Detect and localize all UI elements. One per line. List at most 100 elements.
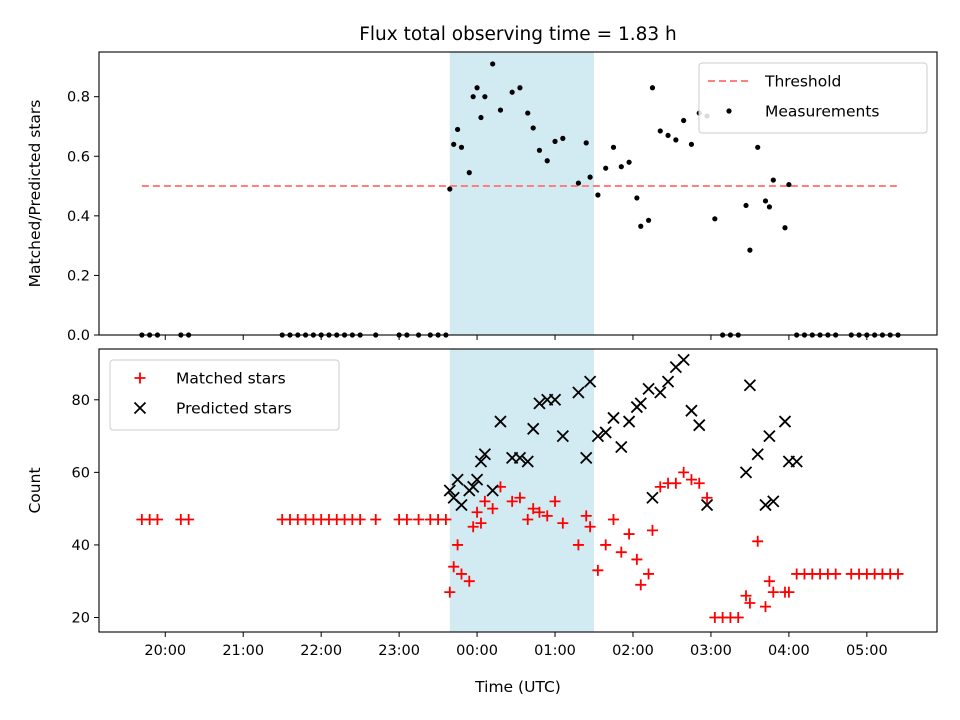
- chart-title: Flux total observing time = 1.83 h: [359, 24, 677, 45]
- count-point: [471, 506, 483, 518]
- count-point: [701, 492, 713, 504]
- ratio-point: [490, 61, 496, 67]
- ratio-point: [770, 177, 776, 183]
- count-point: [654, 386, 667, 399]
- ratio-point: [470, 94, 476, 100]
- ratio-point: [458, 144, 465, 150]
- count-point: [623, 528, 635, 540]
- count-point: [732, 611, 744, 623]
- count-point: [783, 586, 795, 598]
- count-point: [830, 568, 842, 580]
- count-point: [467, 521, 479, 533]
- x-tick-label: 04:00: [768, 643, 810, 659]
- count-point: [401, 514, 413, 526]
- ratio-y-axis-label: Matched/Predicted stars: [26, 100, 44, 288]
- ratio-point: [583, 140, 589, 146]
- count-point: [622, 415, 636, 428]
- ratio-legend-label: Measurements: [765, 103, 880, 121]
- count-point: [370, 514, 382, 526]
- count-point: [479, 495, 491, 507]
- count-point: [643, 568, 655, 580]
- legend-x-swatch: [133, 401, 147, 415]
- count-point: [752, 535, 764, 547]
- ratio-point: [544, 158, 550, 164]
- count-point: [778, 415, 792, 428]
- count-point: [580, 451, 593, 464]
- count-point: [494, 415, 507, 428]
- count-point: [455, 568, 467, 580]
- count-point: [654, 481, 666, 493]
- count-point: [584, 521, 596, 533]
- count-point: [670, 477, 682, 489]
- count-y-tick-label: 40: [72, 538, 90, 554]
- count-point: [743, 379, 757, 392]
- ratio-legend: Threshold Measurements: [698, 62, 928, 134]
- count-point: [470, 473, 484, 486]
- count-point: [767, 495, 780, 508]
- count-point: [448, 561, 460, 573]
- ratio-point: [665, 132, 671, 139]
- count-point: [583, 375, 597, 388]
- x-tick-label: 03:00: [690, 643, 732, 659]
- count-series-1: [443, 353, 803, 512]
- ratio-point: [766, 204, 773, 210]
- count-point: [506, 495, 518, 507]
- count-point: [440, 514, 452, 526]
- ratio-point: [509, 89, 515, 95]
- count-point: [744, 597, 756, 609]
- x-tick-label: 21:00: [222, 643, 264, 659]
- count-point: [183, 514, 195, 526]
- legend-plus-swatch: [134, 372, 146, 384]
- count-point: [557, 517, 569, 529]
- count-point: [642, 382, 655, 396]
- count-point: [592, 564, 604, 576]
- ratio-y-tick-label: 0.4: [67, 209, 90, 225]
- count-point: [677, 353, 690, 367]
- count-frame: [98, 348, 938, 633]
- count-point: [700, 498, 714, 512]
- count-point: [533, 397, 546, 410]
- ratio-point: [638, 223, 644, 229]
- count-point: [463, 575, 475, 587]
- ratio-point: [587, 174, 593, 180]
- count-point: [474, 455, 488, 468]
- count-point: [763, 429, 776, 443]
- ratio-point: [743, 202, 749, 209]
- count-point: [513, 451, 527, 464]
- ratio-point: [517, 85, 523, 91]
- count-point: [767, 586, 779, 598]
- count-point: [572, 386, 585, 399]
- ratio-y-tick-label: 0.8: [67, 90, 90, 106]
- ratio-point: [603, 165, 609, 171]
- count-legend-box: [109, 359, 340, 431]
- x-tick-label: 00:00: [456, 643, 498, 659]
- ratio-point: [454, 126, 461, 133]
- count-point: [631, 553, 643, 565]
- count-y-tick-label: 20: [72, 610, 90, 626]
- ratio-point: [747, 247, 753, 253]
- count-series-0: [136, 466, 904, 623]
- ratio-point: [657, 128, 663, 134]
- ratio-point: [497, 107, 504, 113]
- ratio-point: [786, 181, 792, 188]
- count-y-tick-label: 80: [72, 393, 90, 409]
- ratio-point: [595, 192, 601, 198]
- x-tick-label: 01:00: [534, 643, 576, 659]
- count-point: [600, 539, 612, 551]
- count-point: [487, 503, 499, 515]
- ratio-point: [474, 85, 480, 91]
- count-point: [541, 510, 553, 522]
- count-point: [549, 495, 561, 507]
- count-point: [527, 422, 540, 435]
- count-point: [751, 448, 764, 461]
- ratio-point: [649, 85, 656, 91]
- count-panel: 20 40 60 80 20:00 21:00 22:00 23:00 00:00 01:00 02…: [26, 348, 938, 659]
- count-point: [790, 455, 803, 468]
- ratio-point: [478, 114, 484, 121]
- count-point: [661, 375, 675, 388]
- x-tick-label: 22:00: [300, 643, 342, 659]
- count-point: [634, 397, 647, 410]
- count-point: [615, 546, 627, 558]
- ratio-point: [530, 125, 536, 131]
- count-point: [467, 480, 480, 494]
